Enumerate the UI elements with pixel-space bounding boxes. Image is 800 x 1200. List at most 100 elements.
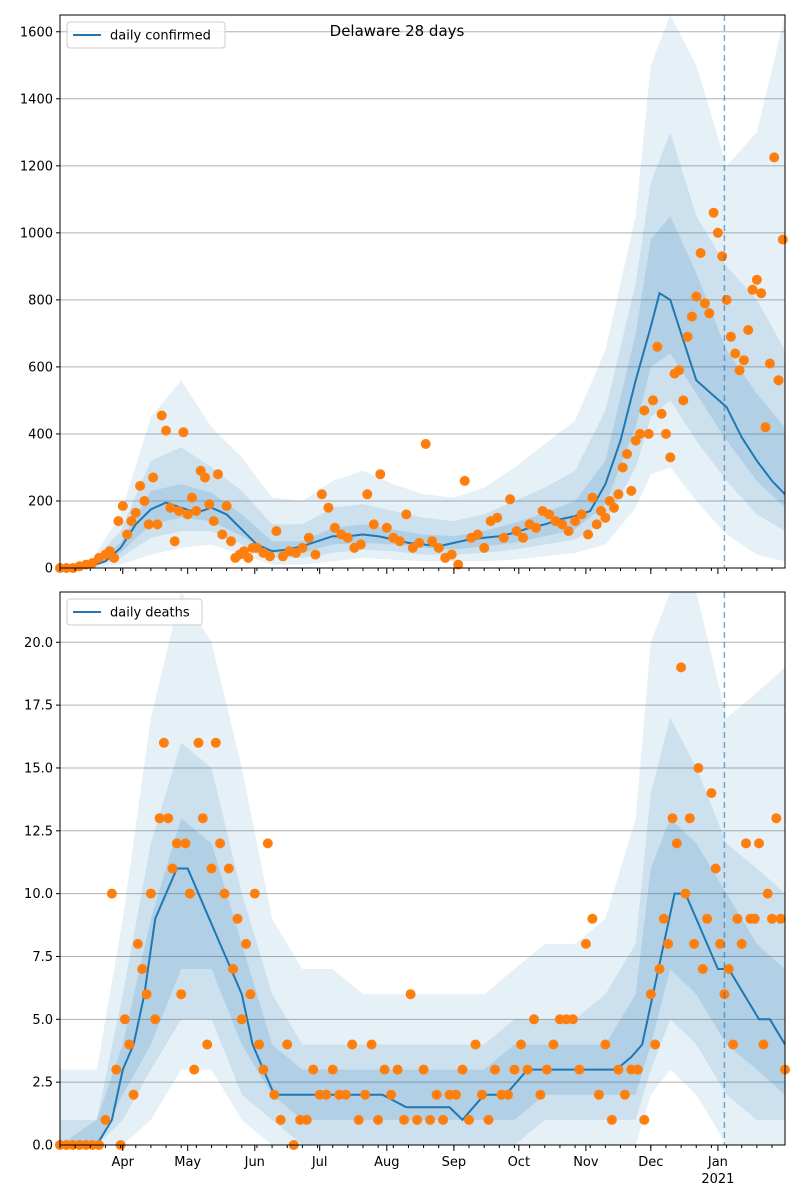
data-point [771,813,782,824]
data-point [249,888,260,899]
data-point [661,428,671,439]
data-point [548,1039,559,1050]
legend: daily confirmed [66,21,226,49]
data-point [576,509,587,520]
data-point [165,502,176,513]
data-point [122,529,133,540]
data-point [472,529,483,540]
data-point [109,552,120,563]
data-point [557,519,568,530]
data-point [699,298,710,309]
data-point [490,1064,500,1075]
data-point [139,496,150,506]
data-point [204,499,215,510]
data-point [535,1089,546,1100]
data-point [704,308,715,319]
data-point [184,888,195,899]
data-point [394,536,405,547]
data-point [483,1114,494,1125]
confidence-band [60,717,785,1145]
data-point [600,512,611,523]
data-point [399,1114,410,1125]
data-point [775,913,786,924]
data-point [148,472,159,483]
data-point [531,522,542,533]
y-tick-label: 1000 [20,226,53,241]
data-point [773,375,784,386]
data-point [758,1039,769,1050]
data-point [682,331,693,342]
data-point [310,549,321,560]
x-tick-label: Dec [638,1155,663,1170]
data-point [154,813,165,824]
data-point [174,506,184,516]
data-point [425,1114,436,1125]
data-point [221,501,232,511]
y-tick-label: 0.0 [32,1139,53,1154]
data-point [228,964,239,974]
data-point [606,1114,617,1125]
data-point [600,1039,611,1050]
data-point [180,838,191,849]
data-point [169,536,180,547]
data-point [674,365,684,376]
data-point [622,449,632,459]
x-tick-label: Oct [508,1155,530,1170]
data-point [509,1064,520,1075]
data-point [591,519,602,530]
x-year-label: 2021 [701,1172,734,1187]
y-tick-label: 0 [45,562,53,577]
data-point [373,1114,384,1125]
data-point [226,536,236,547]
data-point [667,813,678,824]
data-point [412,1114,423,1125]
x-tick-label: Jun [244,1155,265,1170]
data-point [580,938,591,949]
data-point [316,489,327,500]
data-point [269,1089,280,1100]
data-point [245,989,256,1000]
data-point [477,1089,487,1100]
data-point [189,1064,200,1075]
data-point [741,838,751,849]
data-point [725,331,736,342]
data-point [126,516,137,527]
data-point [464,1114,474,1125]
data-point [100,1114,111,1125]
data-point [593,1089,604,1100]
data-point [167,863,178,874]
x-tick-label: May [174,1155,201,1170]
data-point [113,516,124,527]
data-point [375,469,386,480]
y-tick-label: 17.5 [24,699,53,714]
data-point [715,938,726,949]
data-point [355,539,366,550]
data-point [451,1089,461,1100]
data-point [728,1039,739,1050]
data-point [695,248,706,258]
data-point [401,509,412,520]
data-point [736,938,747,949]
data-point [141,989,152,1000]
data-point [210,737,221,748]
data-point [232,913,243,924]
data-point [161,425,171,436]
data-point [321,1089,332,1100]
data-point [360,1089,371,1100]
x-tick-label: Apr [112,1155,135,1170]
axes-frame [59,14,786,569]
data-point [329,522,340,533]
data-point [202,1039,213,1050]
data-point [697,964,708,974]
data-point [236,1014,247,1025]
data-point [178,427,189,438]
data-point [678,395,689,406]
data-point [137,964,148,974]
data-point [518,532,529,543]
data-point [743,325,754,335]
data-point [327,1064,338,1075]
data-point [206,863,217,874]
data-point [516,1039,526,1050]
x-tick-label: Jan [707,1155,728,1170]
